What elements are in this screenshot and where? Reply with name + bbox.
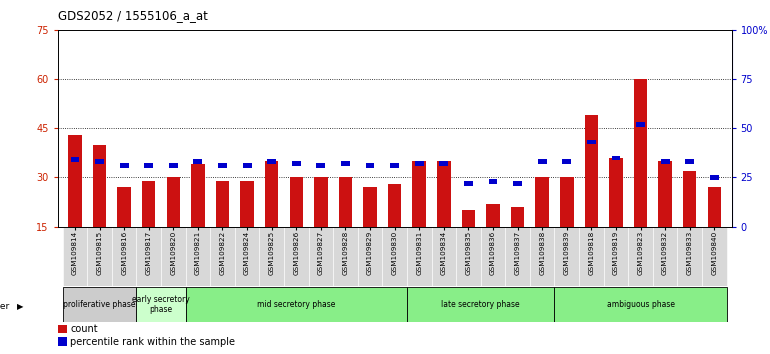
Bar [71,158,79,162]
Bar [191,164,205,227]
Bar [243,163,252,168]
Bar [142,181,156,227]
Bar [634,79,648,227]
Text: mid secretory phase: mid secretory phase [257,300,336,309]
Bar [609,158,623,227]
Bar [186,287,407,322]
Bar [193,159,203,164]
Bar [186,227,210,286]
Bar [456,227,480,286]
Bar [161,227,186,286]
Bar [363,187,377,227]
Bar [462,210,475,227]
Bar [628,227,653,286]
Bar [218,163,227,168]
Bar [488,179,497,184]
Bar [708,187,721,227]
Bar [316,163,325,168]
Bar [604,227,628,286]
Bar [341,161,350,166]
Bar [93,145,106,227]
Bar [216,181,229,227]
Bar [685,159,694,164]
Bar [431,227,456,286]
Bar [166,177,180,227]
Bar [702,227,727,286]
Text: proliferative phase: proliferative phase [63,300,136,309]
Bar [136,227,161,286]
Bar [62,287,136,322]
Text: ambiguous phase: ambiguous phase [607,300,675,309]
Bar [415,161,424,166]
Bar [611,155,621,160]
Bar [259,227,284,286]
Bar [407,227,431,286]
Bar [333,227,358,286]
Bar [136,287,186,322]
Text: percentile rank within the sample: percentile rank within the sample [70,337,235,347]
Bar [366,163,374,168]
Bar [560,177,574,227]
Bar [358,227,383,286]
Bar [658,161,672,227]
Bar [235,227,259,286]
Bar [710,175,718,180]
Bar [119,163,129,168]
Bar [636,122,645,127]
Bar [480,227,505,286]
Bar [339,177,352,227]
Bar [554,287,727,322]
Bar [562,159,571,164]
Bar [513,181,522,185]
Bar [62,227,87,286]
Bar [284,227,309,286]
Bar [290,177,303,227]
Bar [407,287,554,322]
Text: GDS2052 / 1555106_a_at: GDS2052 / 1555106_a_at [58,9,208,22]
Bar [535,177,549,227]
Bar [683,171,696,227]
Bar [511,207,524,227]
Bar [464,181,473,185]
Bar [69,135,82,227]
Bar [537,159,547,164]
Bar [587,140,596,144]
Bar [530,227,554,286]
Bar [678,227,702,286]
Bar [210,227,235,286]
Bar [554,227,579,286]
Text: ▶: ▶ [17,302,23,311]
Bar [117,187,131,227]
Bar [314,177,327,227]
Bar [169,163,178,168]
Text: early secretory
phase: early secretory phase [132,295,190,314]
Bar [309,227,333,286]
Bar [584,115,598,227]
Bar [267,159,276,164]
Bar [240,181,254,227]
Text: late secretory phase: late secretory phase [441,300,520,309]
Bar [383,227,407,286]
Bar [390,163,399,168]
Bar [95,159,104,164]
Bar [87,227,112,286]
Bar [661,159,670,164]
Bar [437,161,450,227]
Bar [440,161,448,166]
Bar [579,227,604,286]
Bar [653,227,678,286]
Text: other: other [0,302,10,311]
Bar [388,184,401,227]
Bar [265,161,279,227]
Bar [144,163,153,168]
Bar [413,161,426,227]
Bar [505,227,530,286]
Bar [486,204,500,227]
Bar [292,161,301,166]
Text: count: count [70,324,98,334]
Bar [112,227,136,286]
